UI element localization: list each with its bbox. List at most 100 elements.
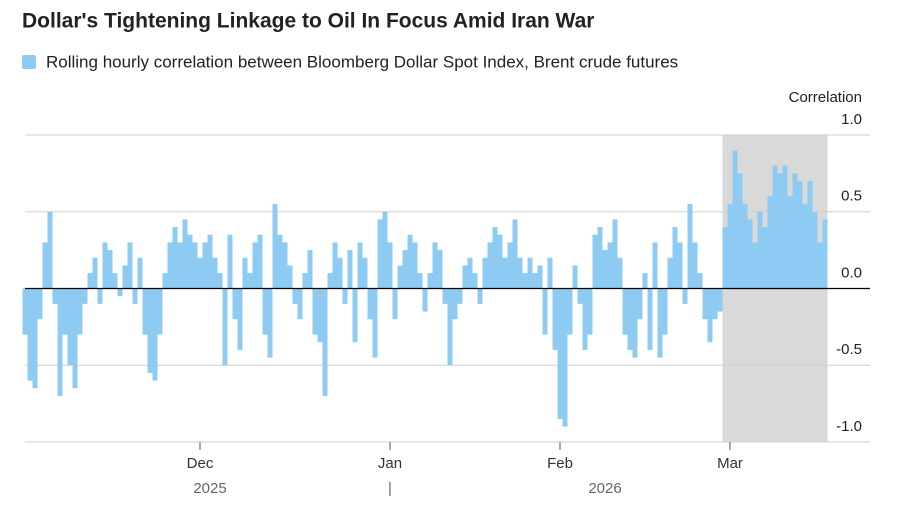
legend-swatch xyxy=(22,55,36,69)
bar xyxy=(77,288,83,335)
bar xyxy=(107,250,113,289)
bar xyxy=(312,288,318,335)
bar xyxy=(532,273,538,289)
bar xyxy=(222,288,228,366)
bar xyxy=(627,288,633,350)
bar xyxy=(217,273,223,289)
bar xyxy=(487,242,493,289)
bar xyxy=(782,165,788,289)
bar xyxy=(357,242,363,289)
bar xyxy=(297,288,303,320)
bar xyxy=(552,288,558,350)
bar xyxy=(187,234,193,289)
bar xyxy=(127,242,133,289)
bar xyxy=(202,242,208,289)
bar xyxy=(812,211,818,289)
bar xyxy=(717,288,723,312)
bar xyxy=(157,288,163,335)
bar xyxy=(237,288,243,350)
bar xyxy=(722,227,728,289)
bar xyxy=(92,257,98,289)
bar xyxy=(467,257,473,289)
bar xyxy=(697,273,703,289)
bar xyxy=(787,196,793,289)
bar xyxy=(37,288,43,320)
bar xyxy=(352,288,358,343)
bar xyxy=(292,288,298,304)
bar xyxy=(432,242,438,289)
bar xyxy=(512,219,518,289)
bar xyxy=(212,257,218,289)
bar xyxy=(252,242,258,289)
bar xyxy=(597,227,603,289)
bar xyxy=(197,257,203,289)
bar xyxy=(572,265,578,289)
bar xyxy=(377,219,383,289)
bar xyxy=(712,288,718,320)
bar xyxy=(367,288,373,320)
bar xyxy=(227,234,233,289)
y-axis-label: Correlation xyxy=(789,89,862,106)
bar xyxy=(282,242,288,289)
year-label: 2026 xyxy=(588,480,621,497)
bar xyxy=(602,250,608,289)
legend-label: Rolling hourly correlation between Bloom… xyxy=(46,52,678,71)
bar xyxy=(747,219,753,289)
bar xyxy=(562,288,568,427)
bar xyxy=(447,288,453,366)
bar xyxy=(412,242,418,289)
y-tick-label: -1.0 xyxy=(836,418,862,435)
bar xyxy=(677,242,683,289)
bar xyxy=(537,265,543,289)
bar xyxy=(767,196,773,289)
bar xyxy=(272,204,278,289)
bar xyxy=(642,273,648,289)
bar xyxy=(277,234,283,289)
bar xyxy=(232,288,238,320)
year-label: 2025 xyxy=(193,480,226,497)
bar xyxy=(167,242,173,289)
year-label: | xyxy=(388,480,392,497)
bar xyxy=(657,288,663,358)
bar xyxy=(477,288,483,304)
bar xyxy=(407,234,413,289)
bar xyxy=(792,173,798,289)
bar xyxy=(502,257,508,289)
bar xyxy=(172,227,178,289)
bar xyxy=(777,173,783,289)
bar xyxy=(542,288,548,335)
bar xyxy=(707,288,713,343)
bar xyxy=(652,242,658,289)
bar xyxy=(102,242,108,289)
y-tick-label: -0.5 xyxy=(836,341,862,358)
bar xyxy=(182,219,188,289)
bar xyxy=(702,288,708,320)
bar xyxy=(242,257,248,289)
bar xyxy=(462,265,468,289)
bar xyxy=(347,250,353,289)
x-tick-label: Feb xyxy=(547,455,573,472)
bar xyxy=(822,219,828,289)
bar xyxy=(22,288,28,335)
bar xyxy=(682,288,688,304)
y-tick-label: 1.0 xyxy=(841,111,862,128)
bar xyxy=(247,273,253,289)
bar xyxy=(807,181,813,289)
bar xyxy=(402,250,408,289)
bar xyxy=(817,242,823,289)
bar xyxy=(112,273,118,289)
bar xyxy=(147,288,153,373)
bar xyxy=(47,211,53,289)
bar xyxy=(162,273,168,289)
bar xyxy=(617,257,623,289)
bar xyxy=(427,273,433,289)
bar xyxy=(612,219,618,289)
bar xyxy=(547,257,553,289)
bar xyxy=(192,242,198,289)
bar xyxy=(577,288,583,304)
bar xyxy=(737,173,743,289)
bar xyxy=(87,273,93,289)
bar xyxy=(687,204,693,289)
bar xyxy=(317,288,323,343)
